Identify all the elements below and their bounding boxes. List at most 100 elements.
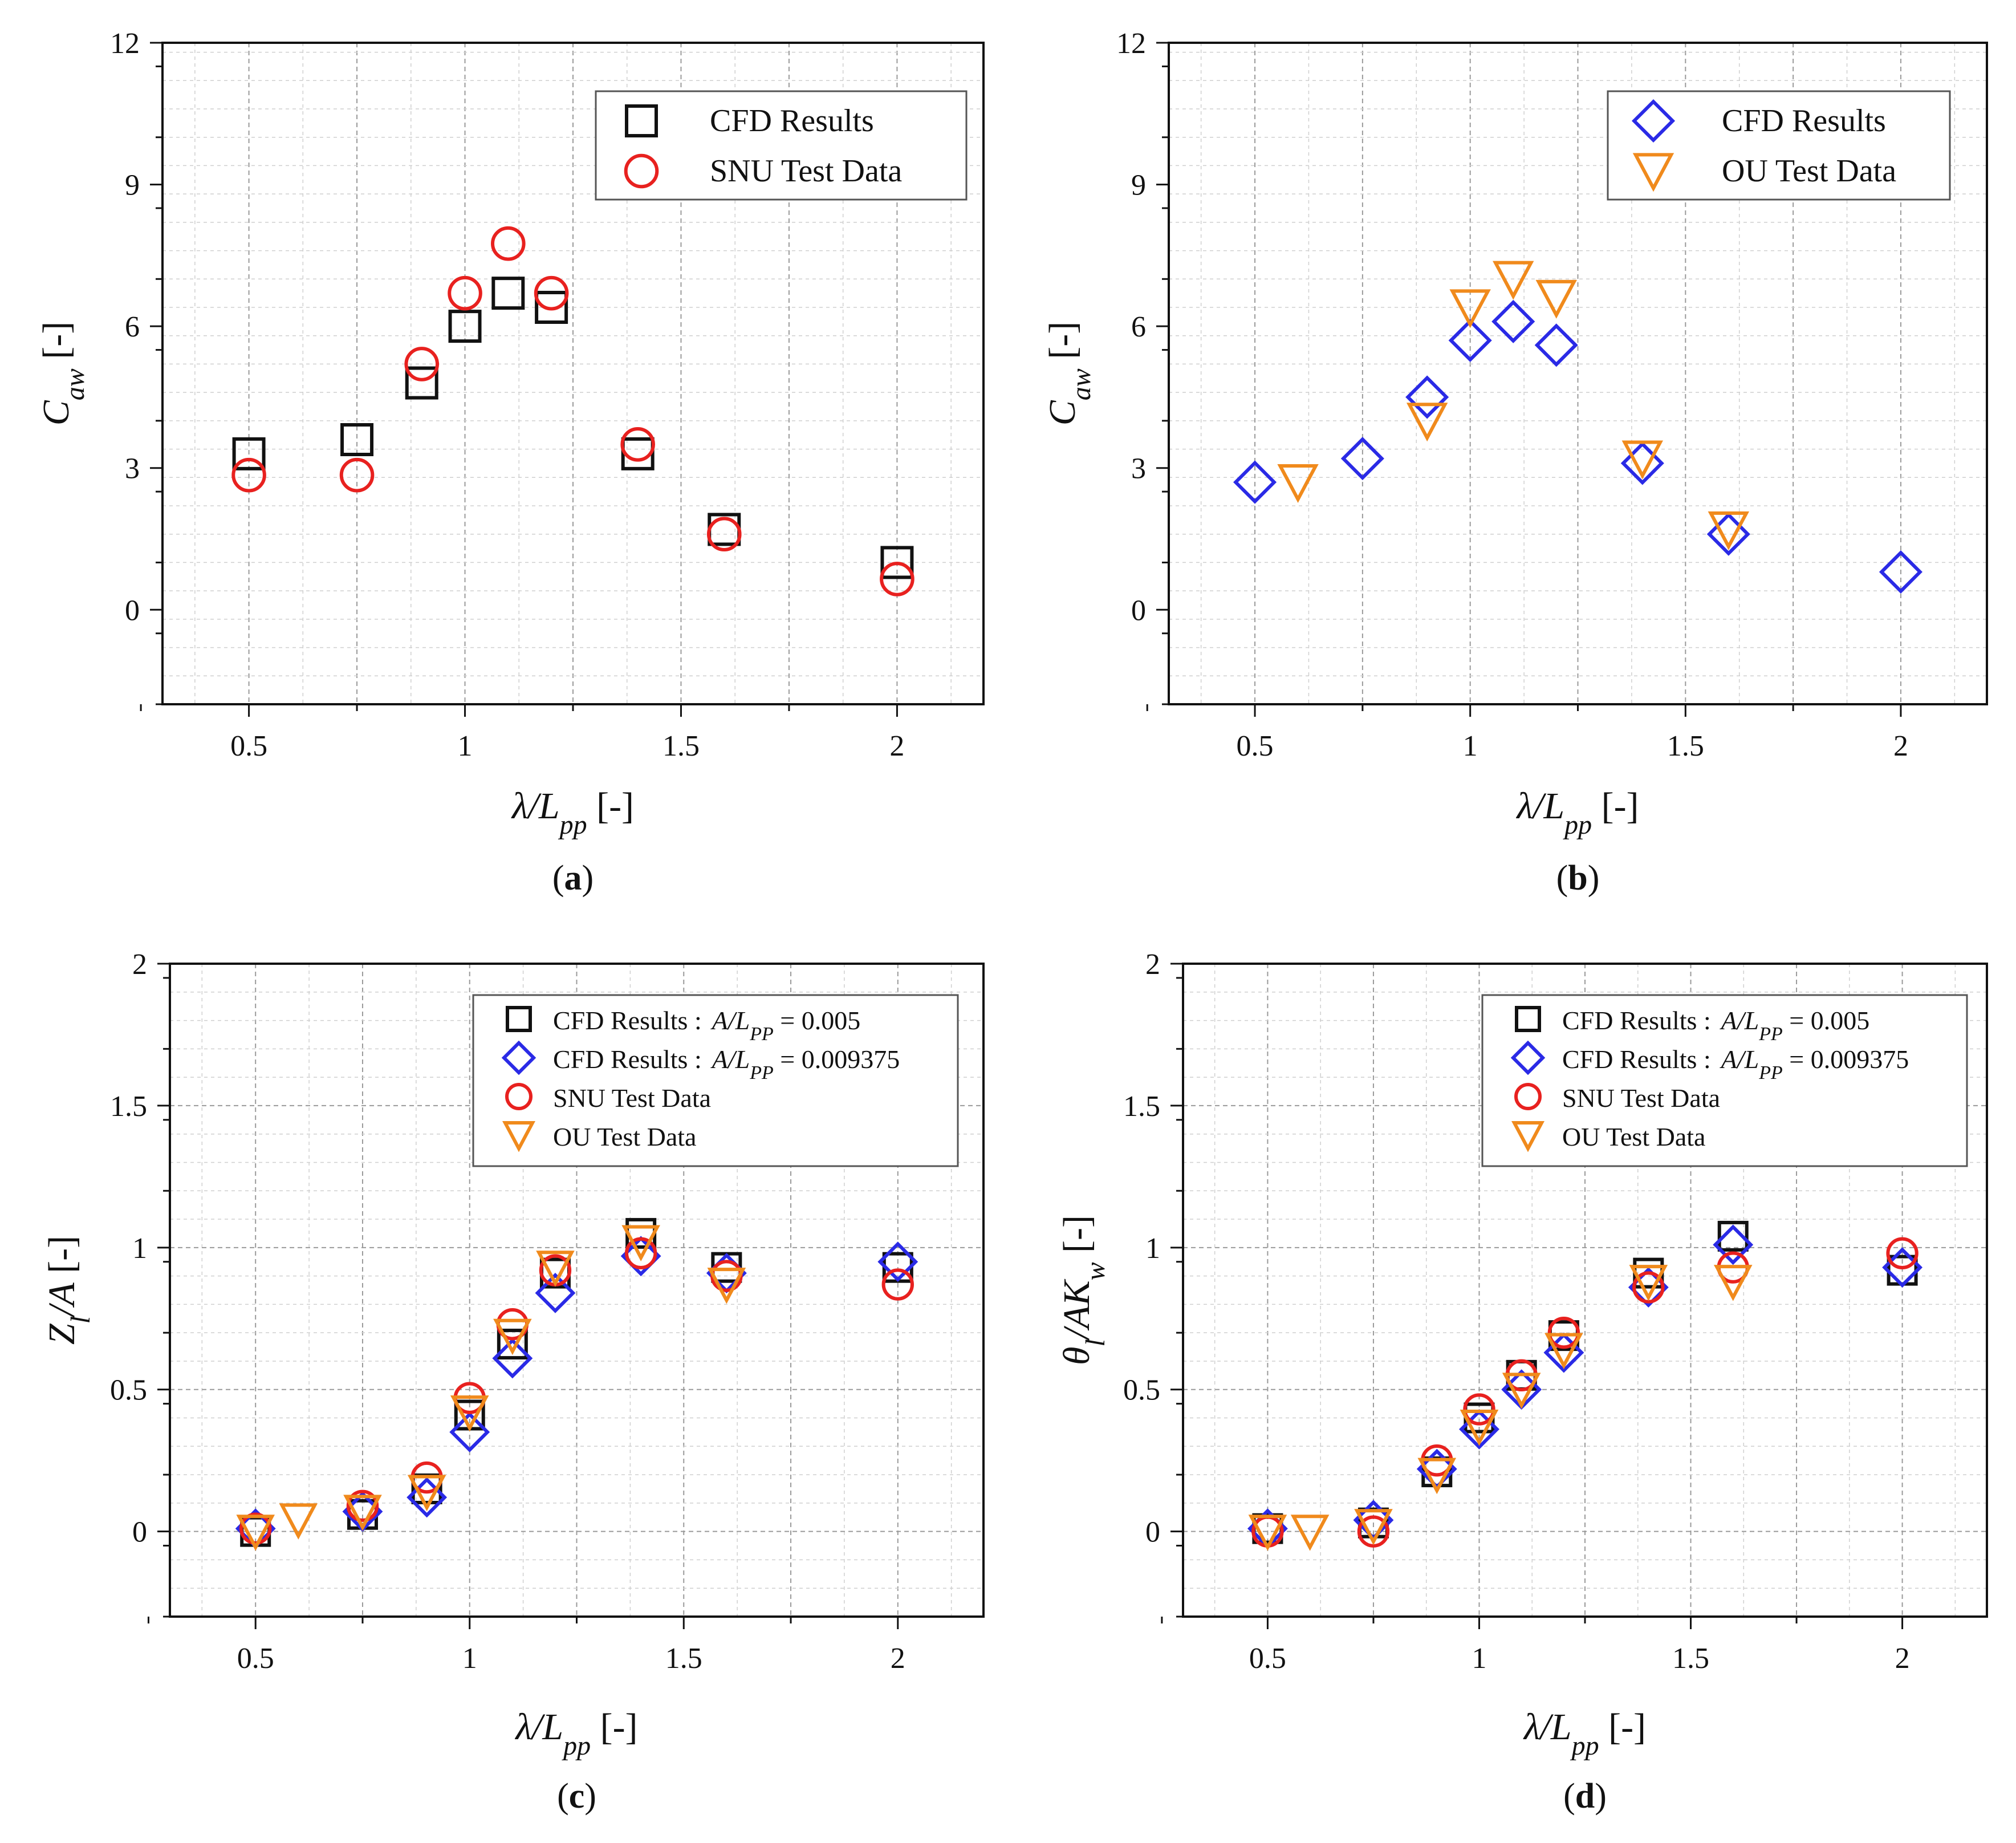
chart-d-point — [1502, 1373, 1541, 1409]
chart-c-xtick-label: 2 — [891, 1642, 905, 1675]
chart-c-legend-entry: SNU Test Data — [553, 1083, 711, 1113]
chart-a-ytick-label: 6 — [125, 311, 140, 343]
chart-a-ytick-label: 9 — [125, 169, 140, 202]
chart-c-point — [881, 1268, 914, 1301]
chart-a: 0.5 1 1.5 2 0 3 6 9 12 λ/Lpp [-] Caw [-] CFD Result… — [35, 27, 985, 898]
chart-c-point — [343, 1495, 382, 1531]
chart-d-legend-entry: CFD Results : A/LPP = 0.005 — [1562, 1006, 1869, 1045]
chart-d-point — [1632, 1271, 1665, 1304]
chart-d-point — [1544, 1333, 1583, 1370]
chart-d-legend-marker — [1515, 1006, 1541, 1032]
chart-b-xtick-label: 0.5 — [1237, 730, 1274, 762]
chart-a-legend-marker — [625, 104, 658, 137]
chart-c-point — [450, 1395, 489, 1432]
chart-c-legend-entry: OU Test Data — [553, 1122, 696, 1151]
chart-b-legend-marker — [1631, 99, 1676, 143]
chart-d-point — [1463, 1393, 1495, 1426]
chart-b-ytick-label: 12 — [1116, 27, 1146, 60]
chart-b-ytick-label: 9 — [1131, 169, 1146, 202]
chart-a-xtick-label: 1 — [458, 730, 473, 762]
chart-d-legend-entry: CFD Results : A/LPP = 0.009375 — [1562, 1045, 1909, 1083]
chart-b-point — [1406, 403, 1448, 442]
chart-b-point — [1708, 511, 1750, 550]
chart-a-legend-entry: CFD Results — [710, 103, 874, 139]
chart-c-point — [279, 1503, 318, 1540]
chart-c-ytick-label: 1 — [132, 1232, 147, 1265]
chart-b-point — [1340, 437, 1384, 481]
chart-c-xtick-label: 1.5 — [665, 1642, 702, 1675]
chart-d-legend-marker — [1514, 1083, 1542, 1110]
chart-d-point — [1717, 1220, 1749, 1252]
chart-a-point — [706, 517, 742, 552]
chart-b-point — [1405, 375, 1449, 419]
chart-a-legend: CFD Results SNU Test Data — [595, 90, 968, 201]
chart-a-point — [880, 562, 914, 596]
chart-d-legend-entry: SNU Test Data — [1562, 1083, 1720, 1113]
chart-b-series-0 — [1233, 299, 1922, 594]
chart-d-series-1 — [1247, 1224, 1923, 1549]
chart-d-ytick-label: 0 — [1145, 1516, 1160, 1549]
chart-b-point — [1233, 460, 1277, 504]
chart-c-ytick-label: 0 — [132, 1516, 147, 1549]
chart-c-xtick-label: 0.5 — [237, 1642, 274, 1675]
chart-b-point — [1491, 299, 1535, 343]
chart-d-point — [1248, 1515, 1287, 1551]
chart-c-point — [449, 1411, 490, 1452]
chart-a-legend-marker — [624, 153, 659, 189]
chart-b-point — [1277, 464, 1319, 503]
chart-b-legend: CFD Results OU Test Data — [1607, 90, 1951, 201]
chart-c-legend-entry: CFD Results : A/LPP = 0.005 — [553, 1006, 860, 1045]
chart-b-xlabel: λ/Lpp [-] — [1515, 785, 1639, 840]
chart-b-ytick-label: 3 — [1131, 453, 1146, 485]
chart-b-legend-entry: OU Test Data — [1722, 153, 1896, 189]
chart-d-point — [1629, 1265, 1668, 1301]
chart-d-point — [1713, 1224, 1754, 1265]
chart-c-point — [493, 1318, 532, 1355]
chart-b-point — [1493, 261, 1534, 300]
chart-a-point — [231, 457, 266, 493]
chart-d-point — [1353, 1500, 1394, 1541]
chart-a-xtick-label: 1.5 — [662, 730, 700, 762]
chart-d-point — [1547, 1316, 1580, 1349]
chart-a-xtick-label: 0.5 — [230, 730, 267, 762]
chart-d-xtick-label: 2 — [1895, 1642, 1910, 1675]
chart-a-ytick-label: 12 — [110, 27, 140, 60]
chart-c-point — [620, 1236, 661, 1277]
chart-b-point — [1449, 289, 1491, 328]
chart-b-point — [1879, 550, 1922, 594]
chart-b-point — [1706, 512, 1750, 556]
chart-d-point — [1460, 1410, 1499, 1446]
chart-c-point — [624, 1237, 657, 1269]
chart-a-ytick-label: 3 — [125, 453, 140, 485]
chart-a-ytick-label: 0 — [125, 594, 140, 627]
chart-c-point — [236, 1515, 275, 1551]
chart-a-series-1 — [231, 226, 914, 596]
chart-c-series-3 — [236, 1225, 746, 1551]
chart-d-xlabel: λ/Lpp [-] — [1523, 1706, 1646, 1761]
chart-d-xtick-label: 0.5 — [1249, 1642, 1286, 1675]
chart-d-xtick-label: 1 — [1472, 1642, 1486, 1675]
chart-c-point — [535, 1273, 576, 1313]
chart-b-legend-entry: CFD Results — [1722, 103, 1886, 139]
chart-b-ytick-label: 6 — [1131, 311, 1146, 343]
chart-c-point — [407, 1477, 448, 1518]
chart-d-ytick-label: 1.5 — [1123, 1090, 1160, 1123]
chart-c-point — [621, 1225, 660, 1261]
chart-b-point — [1448, 318, 1492, 363]
chart-b-xtick-label: 2 — [1893, 730, 1908, 762]
chart-a-point — [620, 427, 655, 462]
chart-c-legend-entry: CFD Results : A/LPP = 0.009375 — [553, 1045, 900, 1083]
chart-a-point — [880, 546, 914, 579]
chart-b-point — [1535, 279, 1577, 319]
chart-b-legend-marker — [1632, 153, 1674, 192]
chart-d-point — [1417, 1458, 1457, 1495]
chart-a-point — [404, 347, 440, 381]
chart-c-ylabel: Zl/A [-] — [41, 1236, 96, 1345]
chart-b-point — [1621, 440, 1663, 480]
chart-d-point — [1354, 1509, 1393, 1545]
chart-d-point — [1290, 1515, 1330, 1551]
chart-c: 0.5 1 1.5 2 0 0.5 1 1.5 2 λ/Lpp [-] Zl/A [-] CFD Re… — [41, 948, 985, 1816]
chart-a-point — [232, 437, 266, 470]
chart-b-point — [1620, 441, 1664, 485]
